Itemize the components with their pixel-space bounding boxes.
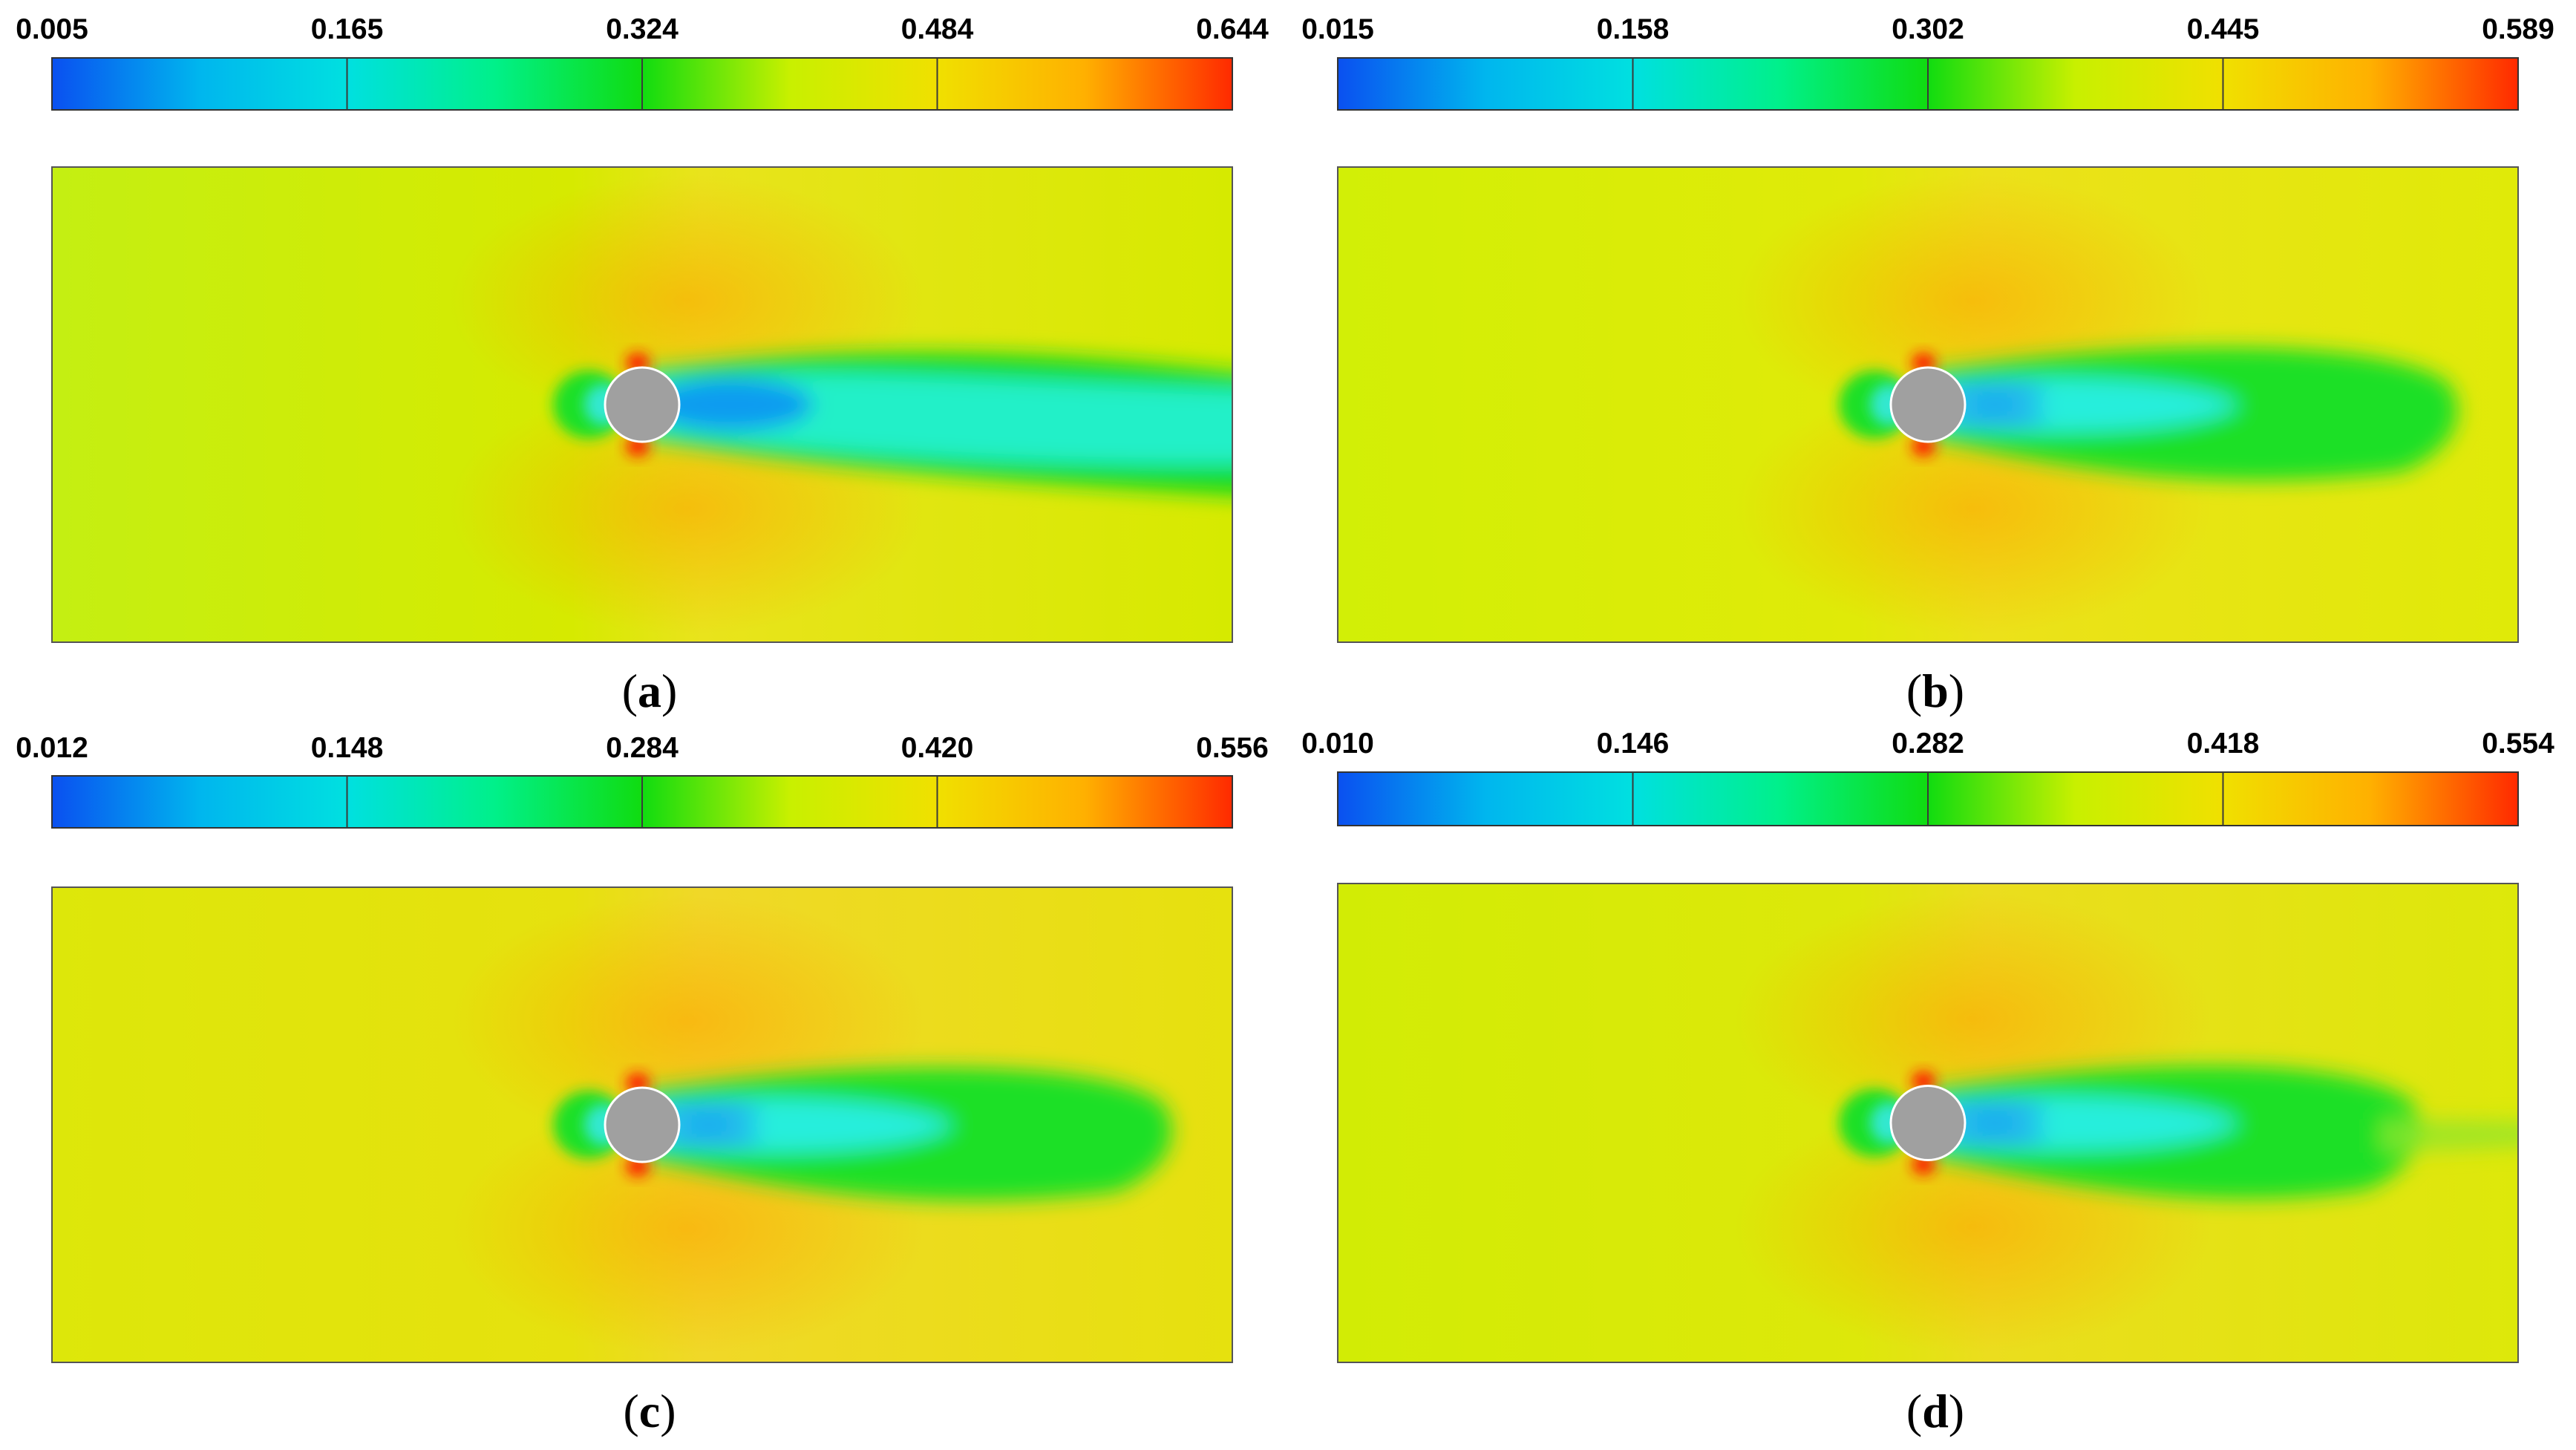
field-border (51, 166, 1233, 643)
colorbar-tick-label: 0.005 (16, 13, 88, 45)
colorbar-tick-label: 0.015 (1301, 13, 1374, 45)
colorbar-tick-label: 0.554 (2482, 728, 2554, 760)
colorbar-tick-label: 0.165 (311, 13, 384, 45)
wake-region (1928, 1065, 2518, 1199)
colorbar-tick-label: 0.284 (606, 732, 679, 764)
wake-region (1928, 347, 2458, 481)
colorbar-tick-label: 0.445 (2187, 13, 2260, 45)
colorbar-tick-label: 0.418 (2187, 728, 2260, 760)
panel-label: (d) (1906, 1385, 1964, 1437)
colorbar-tick-label: 0.420 (901, 732, 974, 764)
panel-label: (c) (623, 1385, 676, 1437)
colorbar: 0.015 0.158 0.302 0.445 0.589 (1301, 13, 2554, 111)
colorbar-tick-label: 0.644 (1196, 13, 1269, 45)
panel-label: (b) (1906, 664, 1964, 717)
cylinder (1889, 366, 1967, 443)
panel-d: 0.010 0.146 0.282 0.418 0.554 (d) (1301, 728, 2554, 1437)
colorbar-tick-label: 0.282 (1892, 728, 1964, 760)
colorbar-tick-label: 0.302 (1892, 13, 1964, 45)
colorbar-tick-label: 0.010 (1301, 728, 1374, 760)
colorbar-tick-label: 0.324 (606, 13, 679, 45)
panel-label: (a) (622, 664, 678, 717)
colorbar-tick-label: 0.158 (1597, 13, 1670, 45)
wake-region (642, 352, 1232, 496)
panel-b: 0.015 0.158 0.302 0.445 0.589 (b) (1301, 13, 2554, 717)
field-border (51, 886, 1233, 1363)
flow-field (52, 887, 1232, 1362)
colorbar-tick-label: 0.148 (311, 732, 384, 764)
cylinder (604, 366, 681, 443)
flow-field (1338, 167, 2518, 642)
cylinder (604, 1086, 681, 1163)
colorbar-tick-label: 0.484 (901, 13, 974, 45)
panel-a: 0.005 0.165 0.324 0.484 0.644 (a) (16, 13, 1269, 717)
colorbar-tick-label: 0.146 (1597, 728, 1670, 760)
flow-field (1338, 884, 2518, 1362)
flow-field (52, 167, 1232, 642)
panel-c: 0.012 0.148 0.284 0.420 0.556 (c) (16, 732, 1269, 1437)
field-border (1337, 166, 2519, 643)
colorbar-tick-label: 0.556 (1196, 732, 1269, 764)
colorbar-tick-label: 0.589 (2482, 13, 2554, 45)
colorbar: 0.010 0.146 0.282 0.418 0.554 (1301, 728, 2554, 826)
field-border (1337, 883, 2519, 1363)
colorbar: 0.005 0.165 0.324 0.484 0.644 (16, 13, 1269, 111)
colorbar-tick-label: 0.012 (16, 732, 88, 764)
wake-region (642, 1068, 1172, 1201)
cylinder (1889, 1085, 1967, 1161)
colorbar: 0.012 0.148 0.284 0.420 0.556 (16, 732, 1269, 829)
